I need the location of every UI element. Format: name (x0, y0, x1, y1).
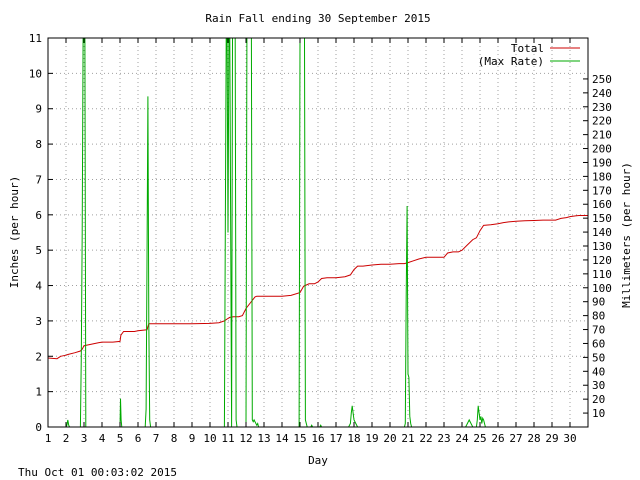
x-tick-label: 19 (365, 432, 378, 445)
y-axis-label-left: Inches (per hour) (8, 176, 21, 289)
y-tick-label-left: 9 (35, 103, 42, 116)
legend-label-total: Total (511, 42, 544, 55)
y-tick-label-right: 60 (592, 337, 605, 350)
y-tick-label-left: 10 (29, 67, 42, 80)
x-tick-label: 7 (153, 432, 160, 445)
y-tick-label-right: 100 (592, 282, 612, 295)
y-tick-label-right: 30 (592, 379, 605, 392)
x-tick-label: 8 (171, 432, 178, 445)
y-tick-label-left: 2 (35, 350, 42, 363)
y-tick-label-right: 70 (592, 324, 605, 337)
y-tick-label-right: 200 (592, 143, 612, 156)
grid-layer (48, 38, 588, 427)
y-tick-label-left: 11 (29, 32, 42, 45)
y-tick-label-right: 240 (592, 87, 612, 100)
x-tick-label: 29 (545, 432, 558, 445)
y-tick-label-left: 6 (35, 209, 42, 222)
y-tick-label-left: 1 (35, 386, 42, 399)
y-tick-label-right: 170 (592, 184, 612, 197)
y-tick-label-left: 5 (35, 244, 42, 257)
x-tick-label: 16 (311, 432, 324, 445)
x-tick-label: 12 (239, 432, 252, 445)
y-tick-label-right: 50 (592, 351, 605, 364)
x-tick-label: 4 (99, 432, 106, 445)
y-tick-label-left: 3 (35, 315, 42, 328)
x-tick-label: 28 (527, 432, 540, 445)
y-tick-label-right: 150 (592, 212, 612, 225)
x-tick-label: 23 (437, 432, 450, 445)
y-tick-label-right: 40 (592, 365, 605, 378)
x-tick-label: 30 (563, 432, 576, 445)
x-tick-label: 10 (203, 432, 216, 445)
y-tick-label-left: 0 (35, 421, 42, 434)
y-tick-label-left: 7 (35, 173, 42, 186)
x-tick-label: 9 (189, 432, 196, 445)
x-tick-label: 26 (491, 432, 504, 445)
y-tick-label-right: 110 (592, 268, 612, 281)
x-tick-label: 3 (81, 432, 88, 445)
y-tick-label-right: 210 (592, 129, 612, 142)
y-tick-label-right: 250 (592, 73, 612, 86)
y-tick-label-right: 140 (592, 226, 612, 239)
x-tick-label: 17 (329, 432, 342, 445)
y-tick-label-right: 120 (592, 254, 612, 267)
y-axis-label-right: Millimeters (per hour) (620, 162, 633, 308)
x-tick-label: 21 (401, 432, 414, 445)
y-tick-label-right: 10 (592, 407, 605, 420)
x-tick-label: 22 (419, 432, 432, 445)
legend: Total (Max Rate) (478, 42, 580, 68)
x-tick-label: 27 (509, 432, 522, 445)
y-tick-label-left: 4 (35, 280, 42, 293)
x-tick-label: 25 (473, 432, 486, 445)
y-tick-label-right: 220 (592, 115, 612, 128)
y-tick-label-right: 180 (592, 170, 612, 183)
y-tick-label-right: 130 (592, 240, 612, 253)
x-tick-label: 15 (293, 432, 306, 445)
y-tick-label-right: 90 (592, 296, 605, 309)
plot-frame (47, 37, 589, 428)
x-tick-label: 18 (347, 432, 360, 445)
chart-title: Rain Fall ending 30 September 2015 (205, 12, 430, 25)
x-tick-label: 11 (221, 432, 234, 445)
x-tick-label: 20 (383, 432, 396, 445)
series-line-total (47, 215, 588, 360)
x-tick-label: 24 (455, 432, 469, 445)
y-tick-label-right: 230 (592, 101, 612, 114)
legend-label-max-rate: (Max Rate) (478, 55, 544, 68)
x-tick-label: 5 (117, 432, 124, 445)
footer-timestamp: Thu Oct 01 00:03:02 2015 (18, 466, 177, 479)
y-tick-label-left: 8 (35, 138, 42, 151)
axis-layer: 1 2 3 4 5 6 7 8 9 10 11 12 13 14 15 16 17 18 19 20 21 22 23 24 2… (29, 32, 612, 445)
series-layer (47, 37, 588, 428)
y-tick-label-right: 190 (592, 156, 612, 169)
x-axis-label: Day (308, 454, 328, 467)
series-line-max-rate (48, 37, 588, 428)
x-tick-label: 1 (45, 432, 52, 445)
y-tick-label-right: 160 (592, 198, 612, 211)
x-tick-label: 14 (275, 432, 289, 445)
y-tick-label-right: 20 (592, 393, 605, 406)
y-tick-label-right: 80 (592, 310, 605, 323)
x-tick-label: 2 (63, 432, 70, 445)
x-tick-label: 13 (257, 432, 270, 445)
x-tick-label: 6 (135, 432, 142, 445)
